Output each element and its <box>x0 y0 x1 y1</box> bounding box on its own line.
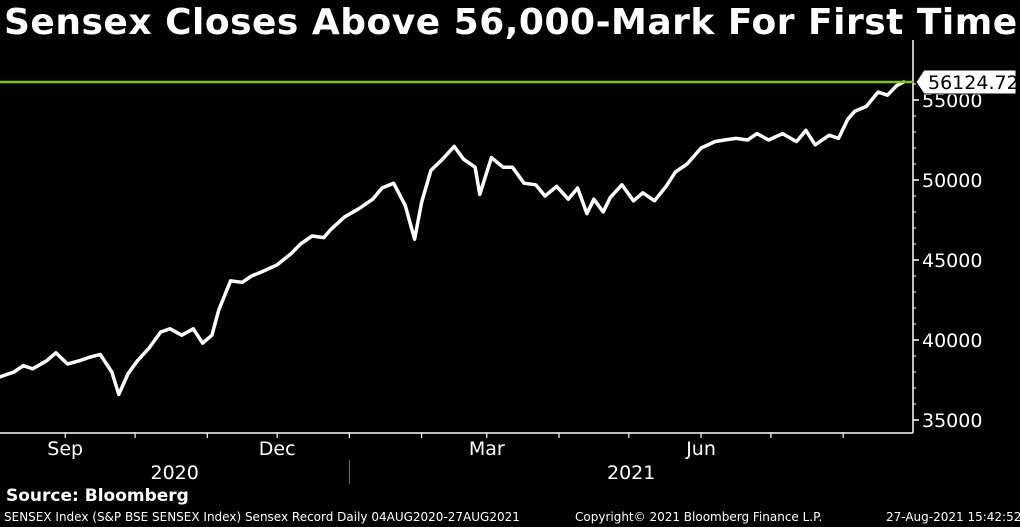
chart-axes: 35000 40000 45000 50000 55000 Sep Dec Mar Jun 202… <box>0 40 982 484</box>
footer-series-info: SENSEX Index (S&P BSE SENSEX Index) Sens… <box>4 510 520 524</box>
y-tick-label: 35000 <box>922 410 982 432</box>
reference-layer: 56124.72 <box>0 69 1019 95</box>
year-label-2021: 2021 <box>607 462 655 484</box>
chart-title: Sensex Closes Above 56,000-Mark For Firs… <box>4 2 1018 43</box>
x-tick-label: Jun <box>685 438 716 460</box>
footer-copyright: Copyright© 2021 Bloomberg Finance L.P. <box>575 510 823 524</box>
y-tick-label: 55000 <box>922 90 982 112</box>
last-value-box <box>915 69 1017 95</box>
source-label: Source: Bloomberg <box>6 486 189 506</box>
footer-timestamp: 27-Aug-2021 15:42:52 <box>886 510 1020 524</box>
x-tick-label: Mar <box>469 438 505 460</box>
sensex-series-line <box>0 80 906 397</box>
x-tick-label: Dec <box>259 438 296 460</box>
y-tick-label: 45000 <box>922 250 982 272</box>
series-layer <box>0 80 906 397</box>
x-tick-label: Sep <box>47 438 83 460</box>
year-label-2020: 2020 <box>151 462 199 484</box>
last-value-label: 56124.72 <box>928 72 1019 94</box>
y-tick-label: 40000 <box>922 330 982 352</box>
y-tick-label: 50000 <box>922 170 982 192</box>
